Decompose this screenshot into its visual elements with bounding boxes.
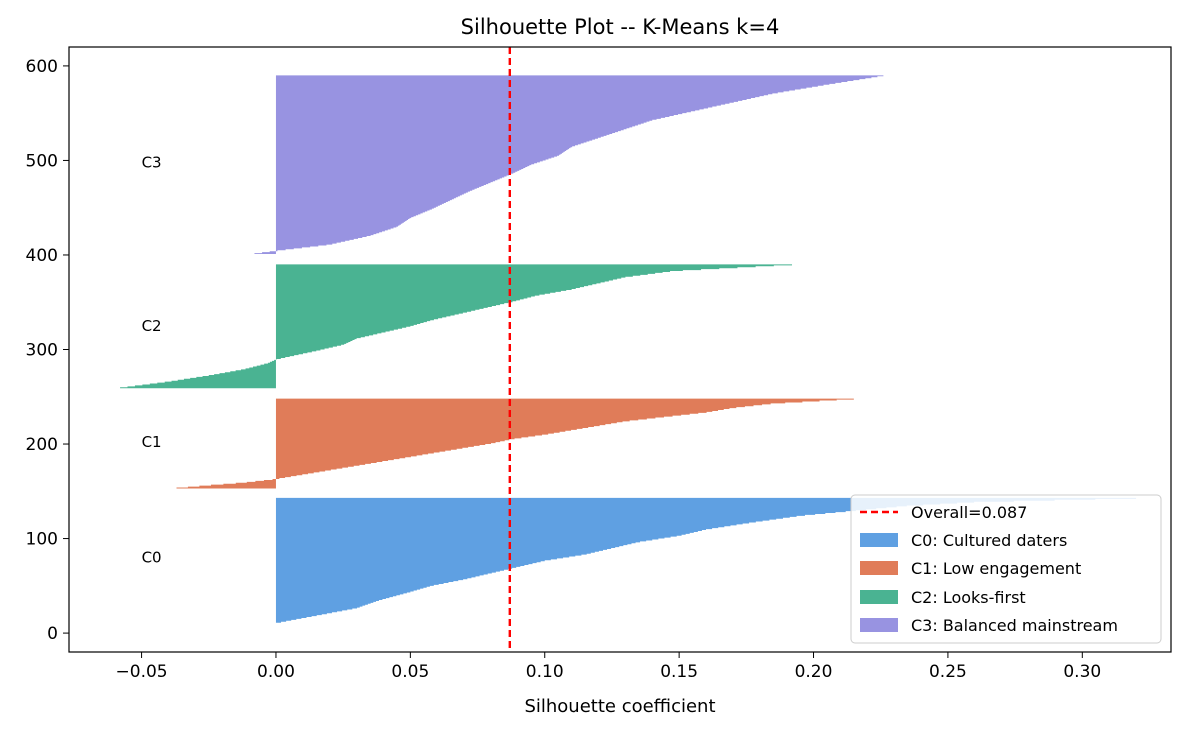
- x-axis-label: Silhouette coefficient: [524, 696, 715, 717]
- legend-box: [850, 494, 1162, 644]
- x-tick-label: 0.15: [660, 662, 698, 682]
- y-tick-label: 300: [26, 341, 58, 361]
- x-tick-label: 0.00: [257, 662, 295, 682]
- legend-c2-label: C2: Looks-first: [911, 588, 1026, 607]
- x-tick-label: 0.05: [391, 662, 429, 682]
- x-axis: −0.05 0.00 0.05 0.10 0.15 0.20 0.25 0.30: [116, 652, 1101, 682]
- x-tick-label: 0.20: [795, 662, 833, 682]
- y-tick-label: 200: [26, 435, 58, 455]
- y-tick-label: 100: [26, 530, 58, 550]
- chart-title: Silhouette Plot -- K-Means k=4: [461, 15, 780, 39]
- legend-c3-swatch: [860, 618, 898, 632]
- clusters-layer: C0 C1 C2 C3: [120, 75, 1137, 623]
- y-tick-label: 600: [26, 57, 58, 77]
- cluster-label-c0: C0: [142, 548, 162, 566]
- legend-overall-label: Overall=0.087: [911, 503, 1027, 522]
- x-tick-label: 0.10: [526, 662, 564, 682]
- x-tick-label: 0.25: [929, 662, 967, 682]
- legend-c2-swatch: [860, 590, 898, 604]
- cluster-label-c3: C3: [142, 153, 162, 171]
- legend: Overall=0.087 C0: Cultured daters C1: Lo…: [850, 494, 1162, 644]
- silhouette-area-c1: [176, 398, 854, 489]
- x-tick-label: 0.30: [1063, 662, 1101, 682]
- cluster-label-c2: C2: [142, 317, 162, 335]
- legend-c1-label: C1: Low engagement: [911, 559, 1081, 578]
- legend-c3-label: C3: Balanced mainstream: [911, 616, 1118, 635]
- y-tick-label: 500: [26, 151, 58, 171]
- legend-c1-swatch: [860, 561, 898, 575]
- cluster-label-c1: C1: [142, 433, 162, 451]
- y-tick-label: 0: [47, 624, 58, 644]
- silhouette-area-c0: [275, 497, 1137, 623]
- legend-c0-swatch: [860, 533, 898, 547]
- y-tick-label: 400: [26, 246, 58, 266]
- silhouette-area-c2: [120, 264, 793, 389]
- silhouette-area-c3: [254, 75, 884, 255]
- y-axis: 0 100 200 300 400 500 600: [26, 57, 69, 644]
- x-tick-label: −0.05: [116, 662, 168, 682]
- legend-c0-label: C0: Cultured daters: [911, 531, 1067, 550]
